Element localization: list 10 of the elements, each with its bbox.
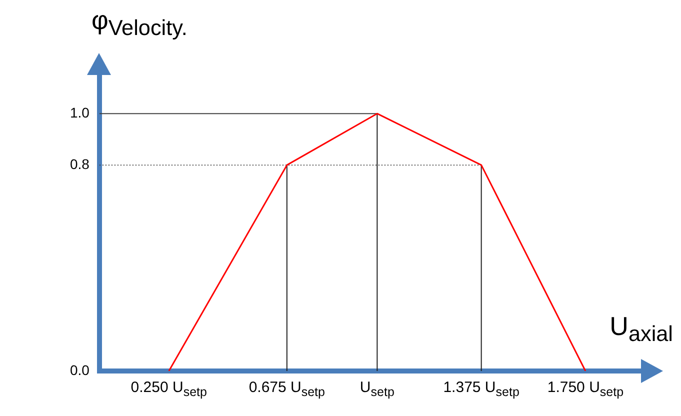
x-tick-label: 0.675 U$_{setp}$ (248, 379, 326, 399)
x-tick-label: 1.375 U$_{setp}$ (442, 379, 520, 399)
y-tick-label: 0.8 (70, 156, 90, 172)
y-axis-title: φ$_{Velocity.}$ (91, 5, 188, 42)
x-tick-label: U$_{setp}$ (360, 379, 394, 399)
x-axis-title: U$_{axial}$ (610, 311, 673, 348)
x-tick-label: 0.250 U$_{setp}$ (130, 379, 208, 399)
y-tick-label: 1.0 (70, 104, 90, 120)
y-tick-label: 0.0 (70, 362, 90, 378)
x-tick-label: 1.750 U$_{setp}$ (546, 379, 625, 399)
